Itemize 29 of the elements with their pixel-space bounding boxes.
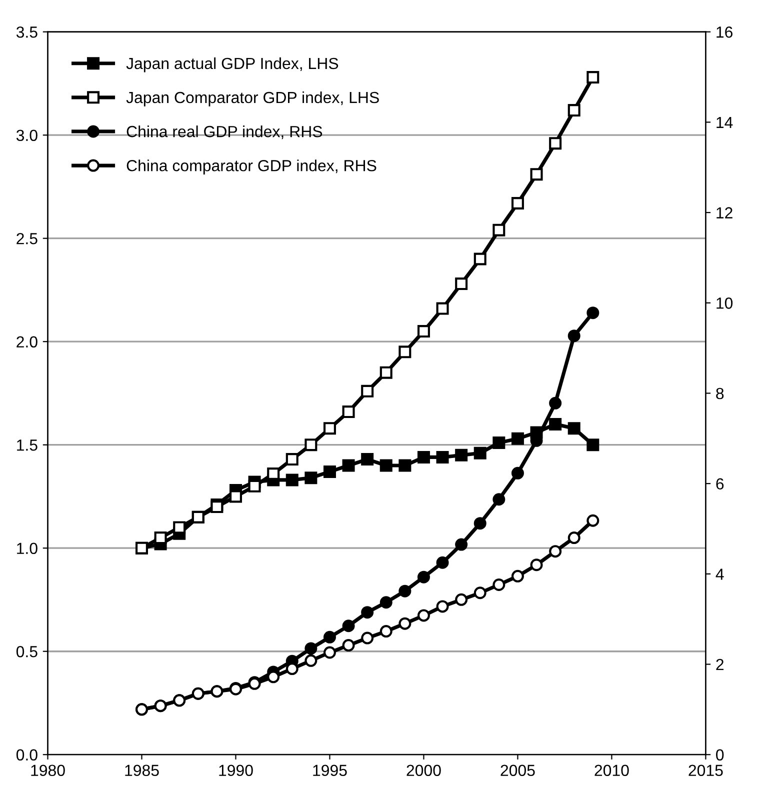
x-tick-label: 2010 bbox=[594, 764, 629, 776]
y-tick-label: 1.0 bbox=[17, 542, 38, 554]
x-tick-label: 1985 bbox=[125, 764, 159, 776]
y-tick-label: 3.5 bbox=[16, 26, 38, 38]
y2-tick-label: 0 bbox=[716, 749, 724, 761]
y2-tick-label: 6 bbox=[716, 478, 724, 490]
y-tick-label: 2.0 bbox=[16, 336, 38, 348]
x-tick-label: 2015 bbox=[688, 764, 723, 776]
legend-label: Japan Comparator GDP index, LHS bbox=[126, 91, 379, 106]
y-tick-label: 0.5 bbox=[16, 646, 38, 658]
x-tick-label: 1990 bbox=[219, 764, 253, 776]
y2-tick-label: 12 bbox=[716, 207, 732, 218]
x-tick-label: 1980 bbox=[31, 764, 65, 776]
y-tick-label: 3.0 bbox=[16, 130, 38, 142]
legend-label: China comparator GDP index, RHS bbox=[126, 160, 376, 174]
x-tick-label: 2005 bbox=[500, 764, 535, 776]
y2-tick-label: 10 bbox=[716, 298, 733, 309]
x-tick-label: 2000 bbox=[406, 764, 441, 776]
legend-label: China real GDP index, RHS bbox=[126, 126, 322, 140]
x-tick-label: 1995 bbox=[313, 764, 347, 776]
y2-tick-label: 16 bbox=[716, 26, 732, 38]
y2-tick-label: 14 bbox=[716, 116, 733, 128]
y-tick-label: 0.0 bbox=[16, 749, 38, 761]
y-tick-label: 2.5 bbox=[16, 232, 38, 244]
y2-tick-label: 2 bbox=[716, 658, 724, 670]
legend-label: Japan actual GDP Index, LHS bbox=[126, 57, 338, 72]
y2-tick-label: 8 bbox=[716, 388, 724, 400]
y-tick-label: 1.5 bbox=[17, 440, 38, 451]
y2-tick-label: 4 bbox=[716, 568, 724, 580]
